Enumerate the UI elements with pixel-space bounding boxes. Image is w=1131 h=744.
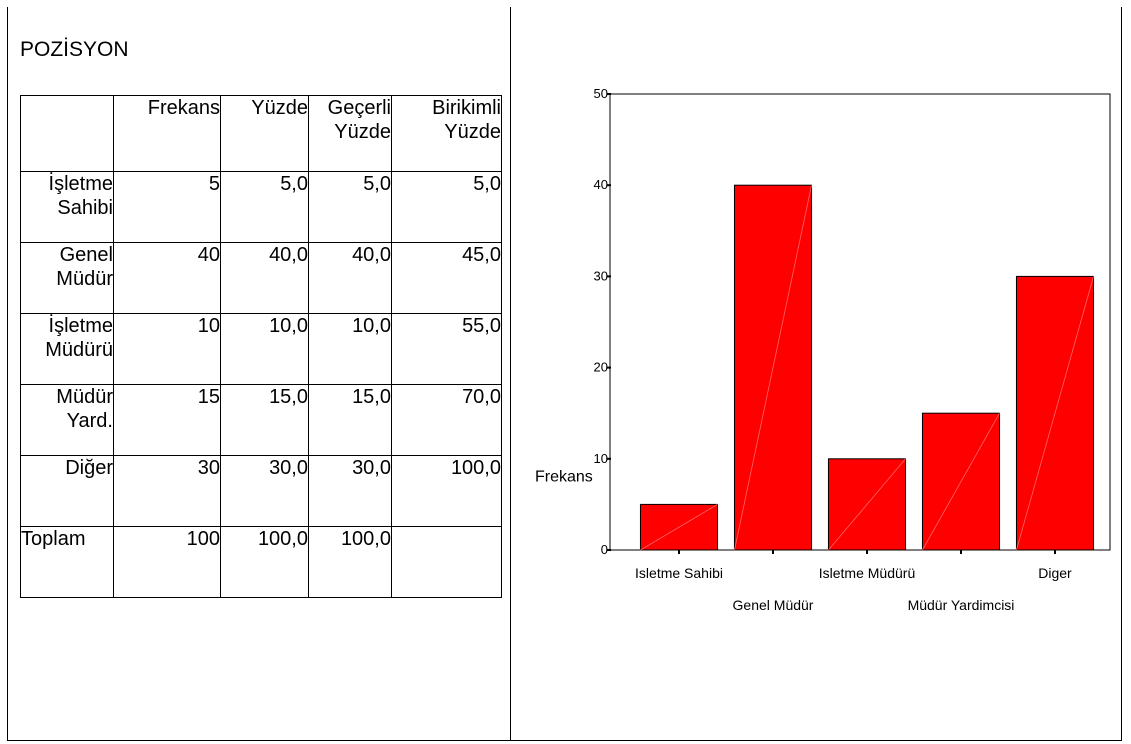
- table-title: POZİSYON: [20, 38, 129, 61]
- row-label: Diğer: [20, 455, 114, 527]
- cell-yuzde: 5,0: [220, 171, 309, 243]
- x-category-label: Diger: [1038, 565, 1072, 581]
- cell-gecerli: 5,0: [308, 171, 392, 243]
- row-label: Müdür Yard.: [20, 384, 114, 456]
- cell-gecerli: 10,0: [308, 313, 392, 385]
- cell-birikimli: [391, 526, 502, 598]
- bar-hatch-2: [828, 458, 906, 551]
- y-tick-label: 50: [594, 86, 608, 101]
- cell-birikimli: 70,0: [391, 384, 502, 456]
- row-label: Genel Müdür: [20, 242, 114, 314]
- bar-hatch-3: [922, 413, 1000, 551]
- bar-hatch-0: [640, 504, 718, 551]
- table-row: İşletme Sahibi 5 5,0 5,0 5,0: [20, 171, 502, 243]
- table-row: Diğer 30 30,0 30,0 100,0: [20, 455, 502, 527]
- cell-birikimli: 55,0: [391, 313, 502, 385]
- table-row-total: Toplam 100 100,0 100,0: [20, 526, 502, 598]
- bar-hatch-1: [734, 185, 812, 551]
- cell-birikimli: 5,0: [391, 171, 502, 243]
- cell-frekans: 100: [113, 526, 221, 598]
- y-tick-label: 20: [594, 360, 608, 375]
- cell-yuzde: 30,0: [220, 455, 309, 527]
- table-header-row: Frekans Yüzde Geçerli Yüzde Birikimli Yüzd…: [20, 95, 502, 172]
- cell-gecerli: 100,0: [308, 526, 392, 598]
- bar-hatch-4: [1016, 276, 1094, 551]
- cell-gecerli: 40,0: [308, 242, 392, 314]
- row-label: Toplam: [20, 526, 114, 598]
- cell-yuzde: 100,0: [220, 526, 309, 598]
- cell-frekans: 30: [113, 455, 221, 527]
- header-empty: [20, 95, 114, 172]
- x-category-label: Genel Müdür: [733, 597, 814, 613]
- y-tick-label: 0: [601, 542, 608, 557]
- bar-chart: 0 10 20 30 40 50 Frekans Isletme Sahibi Genel Mü…: [535, 86, 1111, 613]
- page-frame: [7, 7, 1122, 741]
- header-gecerli-yuzde: Geçerli Yüzde: [308, 95, 392, 172]
- row-label: İşletme Müdürü: [20, 313, 114, 385]
- cell-frekans: 40: [113, 242, 221, 314]
- header-frekans: Frekans: [113, 95, 221, 172]
- cell-frekans: 10: [113, 313, 221, 385]
- cell-birikimli: 45,0: [391, 242, 502, 314]
- cell-yuzde: 10,0: [220, 313, 309, 385]
- row-label: İşletme Sahibi: [20, 171, 114, 243]
- header-birikimli-yuzde: Birikimli Yüzde: [391, 95, 502, 172]
- table-row: Genel Müdür 40 40,0 40,0 45,0: [20, 242, 502, 314]
- y-tick-label: 30: [594, 268, 608, 283]
- table-row: İşletme Müdürü 10 10,0 10,0 55,0: [20, 313, 502, 385]
- cell-birikimli: 100,0: [391, 455, 502, 527]
- cell-gecerli: 30,0: [308, 455, 392, 527]
- y-tick-label: 10: [594, 451, 608, 466]
- x-category-label: Isletme Sahibi: [635, 565, 723, 581]
- y-tick-label: 40: [594, 177, 608, 192]
- cell-gecerli: 15,0: [308, 384, 392, 456]
- x-category-label: Isletme Müdürü: [819, 565, 915, 581]
- cell-yuzde: 40,0: [220, 242, 309, 314]
- header-yuzde: Yüzde: [220, 95, 309, 172]
- cell-frekans: 5: [113, 171, 221, 243]
- x-category-label: Müdür Yardimcisi: [908, 597, 1015, 613]
- table-row: Müdür Yard. 15 15,0 15,0 70,0: [20, 384, 502, 456]
- cell-yuzde: 15,0: [220, 384, 309, 456]
- frequency-table: Frekans Yüzde Geçerli Yüzde Birikimli Yüzd…: [20, 95, 502, 598]
- y-axis-label: Frekans: [535, 469, 593, 486]
- panel-divider: [510, 7, 511, 740]
- cell-frekans: 15: [113, 384, 221, 456]
